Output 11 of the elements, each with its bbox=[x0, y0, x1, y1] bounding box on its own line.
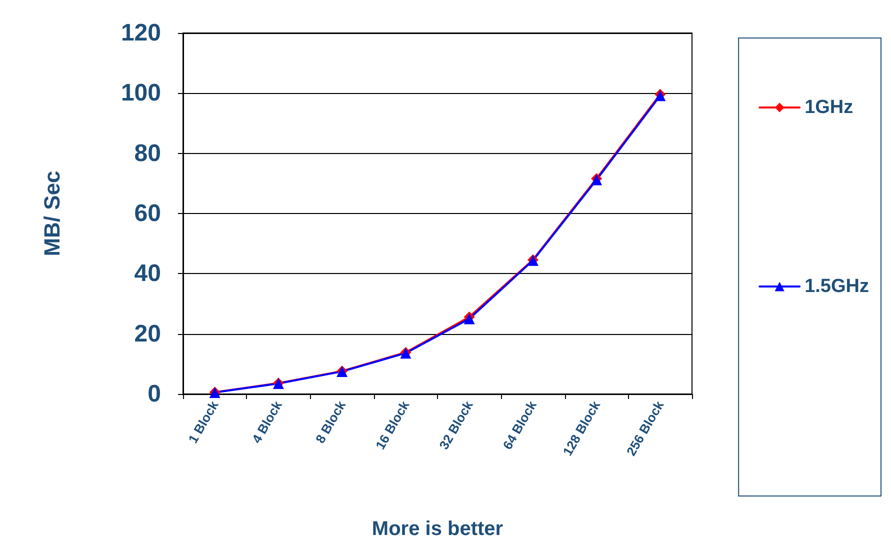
y-tick-label: 100 bbox=[120, 80, 161, 107]
y-tick-label: 80 bbox=[134, 140, 161, 167]
y-tick-label: 120 bbox=[120, 20, 161, 46]
y-axis-title: MB/ Sec bbox=[40, 170, 64, 256]
legend-label: 1.5GHz bbox=[804, 276, 870, 297]
y-tick-label: 40 bbox=[134, 260, 161, 288]
legend-label: 1GHz bbox=[804, 97, 854, 118]
x-axis-title: More is better bbox=[372, 518, 504, 540]
y-tick-label: 20 bbox=[134, 320, 161, 348]
y-tick-label: 60 bbox=[134, 200, 161, 227]
y-tick-label: 0 bbox=[148, 380, 161, 408]
